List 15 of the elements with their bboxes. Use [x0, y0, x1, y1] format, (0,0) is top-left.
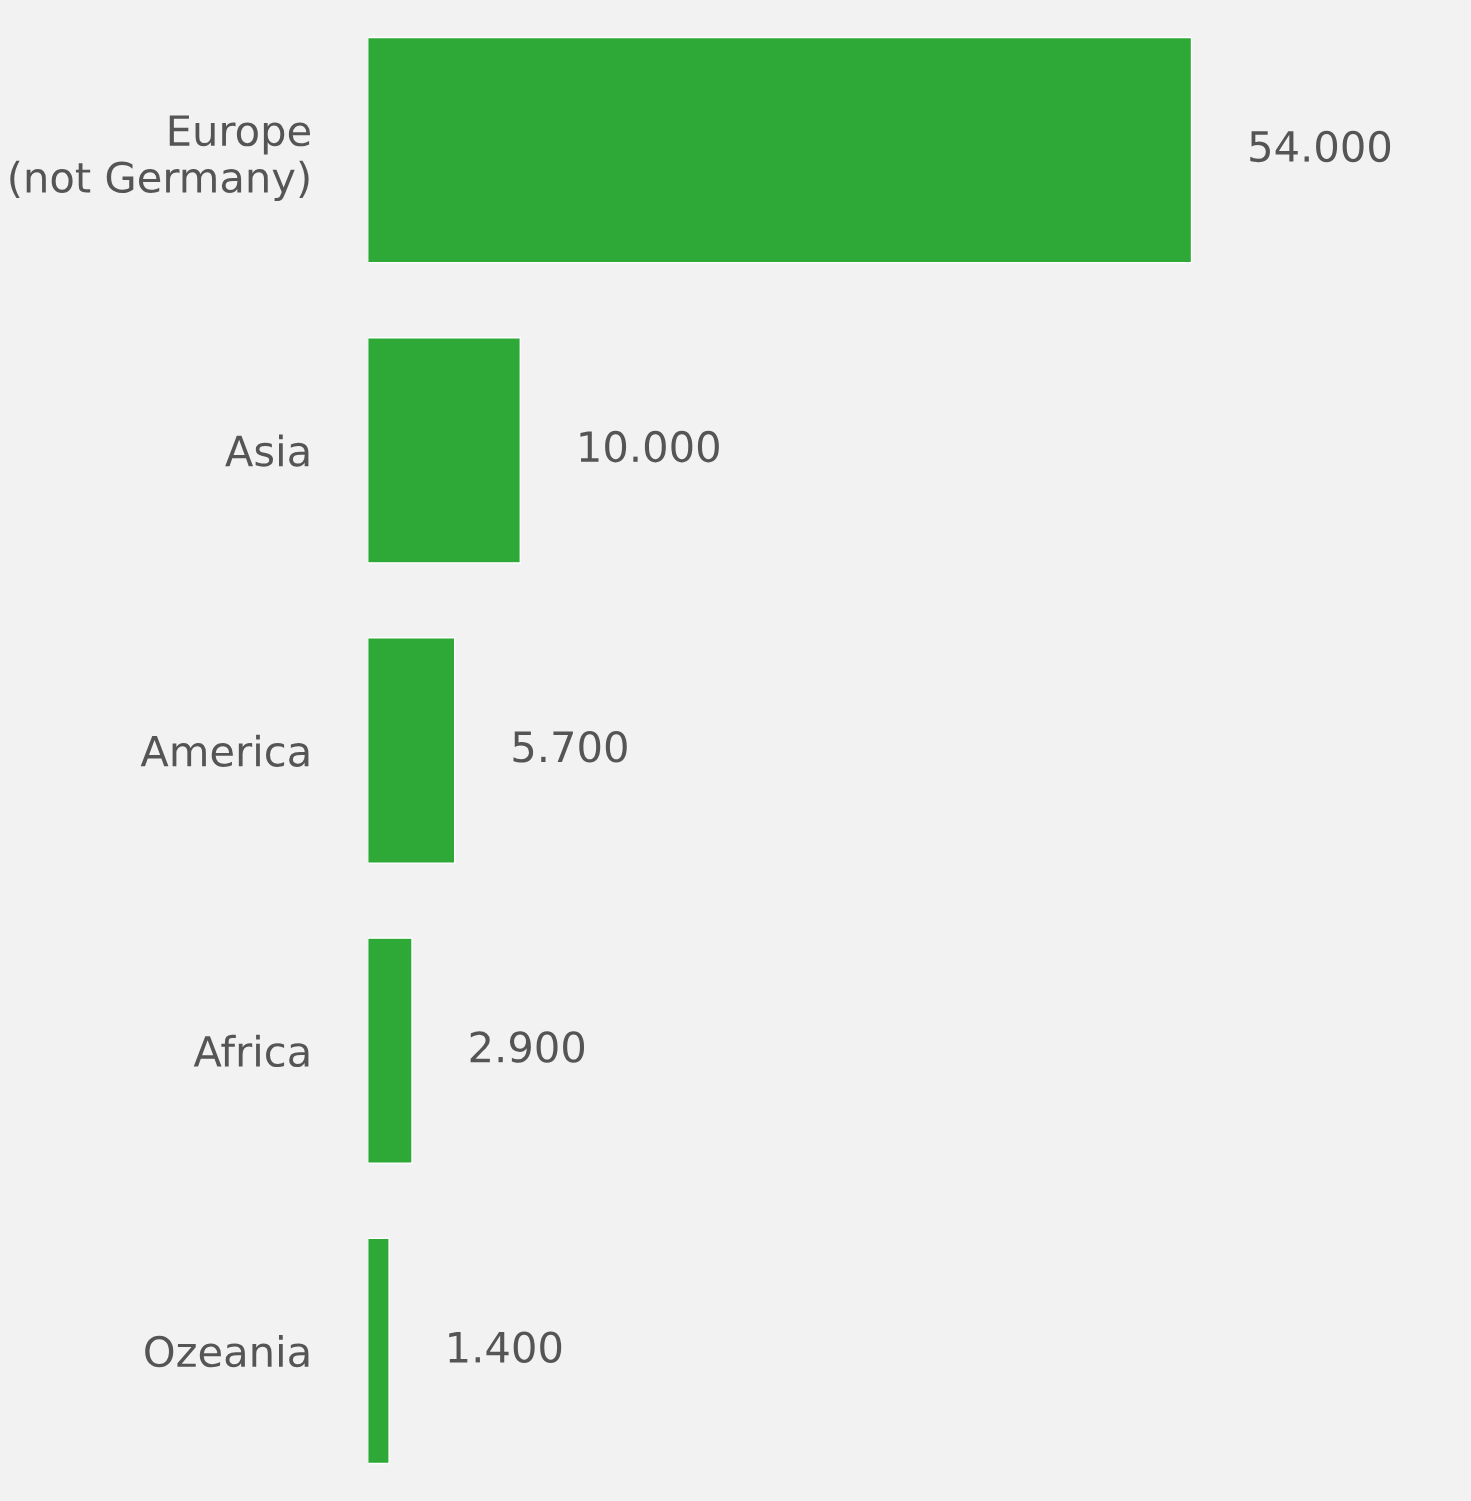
data-label: 54.000 — [1250, 130, 1391, 163]
y-tick-label: Africa — [193, 1034, 309, 1068]
data-label: 10.000 — [580, 430, 719, 463]
data-label: 5.700 — [513, 731, 627, 763]
bar — [367, 937, 413, 1164]
y-tick-label: Europe (not Germany) — [10, 115, 310, 202]
y-tick-label: Asia — [225, 434, 309, 467]
data-label: 1.400 — [449, 1331, 562, 1363]
bar — [367, 1237, 390, 1465]
y-tick-label: America — [140, 734, 309, 767]
data-label: 2.900 — [470, 1031, 585, 1063]
bar — [367, 637, 456, 864]
bar — [367, 36, 1193, 264]
bar — [367, 337, 521, 564]
y-tick-label: Ozeania — [145, 1335, 309, 1368]
